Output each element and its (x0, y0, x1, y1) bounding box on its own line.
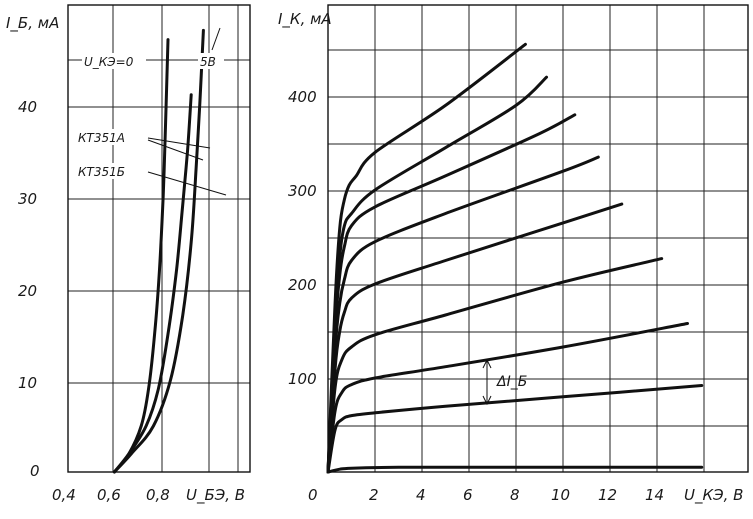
leader-kt351a-1 (147, 137, 211, 149)
right-curves (326, 42, 704, 474)
right-grid (328, 5, 748, 472)
left-x-tick: 0,8 (146, 486, 170, 504)
right-y-tick: 400 (288, 88, 317, 106)
input-curve-2 (112, 93, 193, 474)
output-curve-1 (326, 465, 704, 474)
left-x-tick: 0,4 (52, 486, 76, 504)
right-y-tick: 300 (288, 182, 317, 200)
right-x-tick: 12 (598, 486, 617, 504)
right-y-tick: 100 (288, 370, 317, 388)
left-y-tick: 0 (30, 462, 40, 480)
left-y-tick: 30 (18, 190, 37, 208)
delta-ib-arrow-down-head (482, 395, 492, 406)
right-frame (327, 4, 749, 473)
output-curve-3 (326, 322, 689, 474)
input-curve-3 (112, 28, 205, 474)
output-characteristics-chart: 400 300 200 100 0 2 4 6 8 10 12 14 I_К, … (278, 4, 749, 505)
annot-bg (76, 163, 146, 179)
left-y-axis-title: I_Б, мА (6, 14, 59, 33)
annot-uke0: U_КЭ=0 (84, 55, 134, 69)
leader-kt351b-1 (147, 171, 227, 196)
left-y-tick: 10 (18, 374, 37, 392)
annot-kt351a: КТ351А (78, 131, 125, 145)
right-x-axis-title: U_КЭ, В (684, 486, 743, 505)
right-x-tick: 6 (463, 486, 473, 504)
right-x-tick: 10 (551, 486, 570, 504)
right-x-tick: 14 (645, 486, 664, 504)
left-x-axis-title: U_БЭ, В (186, 486, 245, 505)
right-x-tick: 4 (416, 486, 426, 504)
output-curve-9 (326, 42, 527, 474)
right-x-tick: 2 (369, 486, 379, 504)
output-curve-2 (326, 384, 704, 474)
annot-5v: 5В (200, 55, 216, 69)
annot-kt351b: КТ351Б (78, 165, 125, 179)
annot-bg (76, 129, 146, 145)
left-frame (67, 4, 251, 473)
right-y-axis-title: I_К, мА (278, 10, 332, 29)
left-y-tick: 40 (18, 98, 37, 116)
annot-delta-ib: ΔI_Б (496, 374, 527, 390)
output-curve-6 (326, 155, 600, 474)
left-y-ticks: 40 30 20 10 0 (18, 98, 40, 480)
right-x-ticks: 0 2 4 6 8 10 12 14 (308, 486, 664, 504)
left-grid (68, 5, 250, 472)
annot-bg (82, 53, 146, 69)
right-y-ticks: 400 300 200 100 (288, 88, 317, 388)
annot-bg (198, 53, 224, 69)
leader-kt351a-2 (147, 139, 204, 161)
input-characteristics-chart: 40 30 20 10 0 0,4 0,6 0,8 I_Б, мА U_БЭ, … (6, 4, 251, 505)
left-y-tick: 20 (18, 282, 37, 300)
right-y-tick: 200 (288, 276, 317, 294)
right-x-tick: 0 (308, 486, 318, 504)
left-x-ticks: 0,4 0,6 0,8 (52, 486, 170, 504)
left-x-tick: 0,6 (97, 486, 121, 504)
right-x-tick: 8 (510, 486, 520, 504)
output-curve-7 (326, 113, 577, 474)
left-curves (112, 28, 205, 474)
input-curve-1 (112, 38, 170, 474)
leader-5v (211, 27, 221, 51)
output-curve-4 (326, 257, 664, 474)
delta-ib-arrow-up-head (482, 358, 492, 369)
